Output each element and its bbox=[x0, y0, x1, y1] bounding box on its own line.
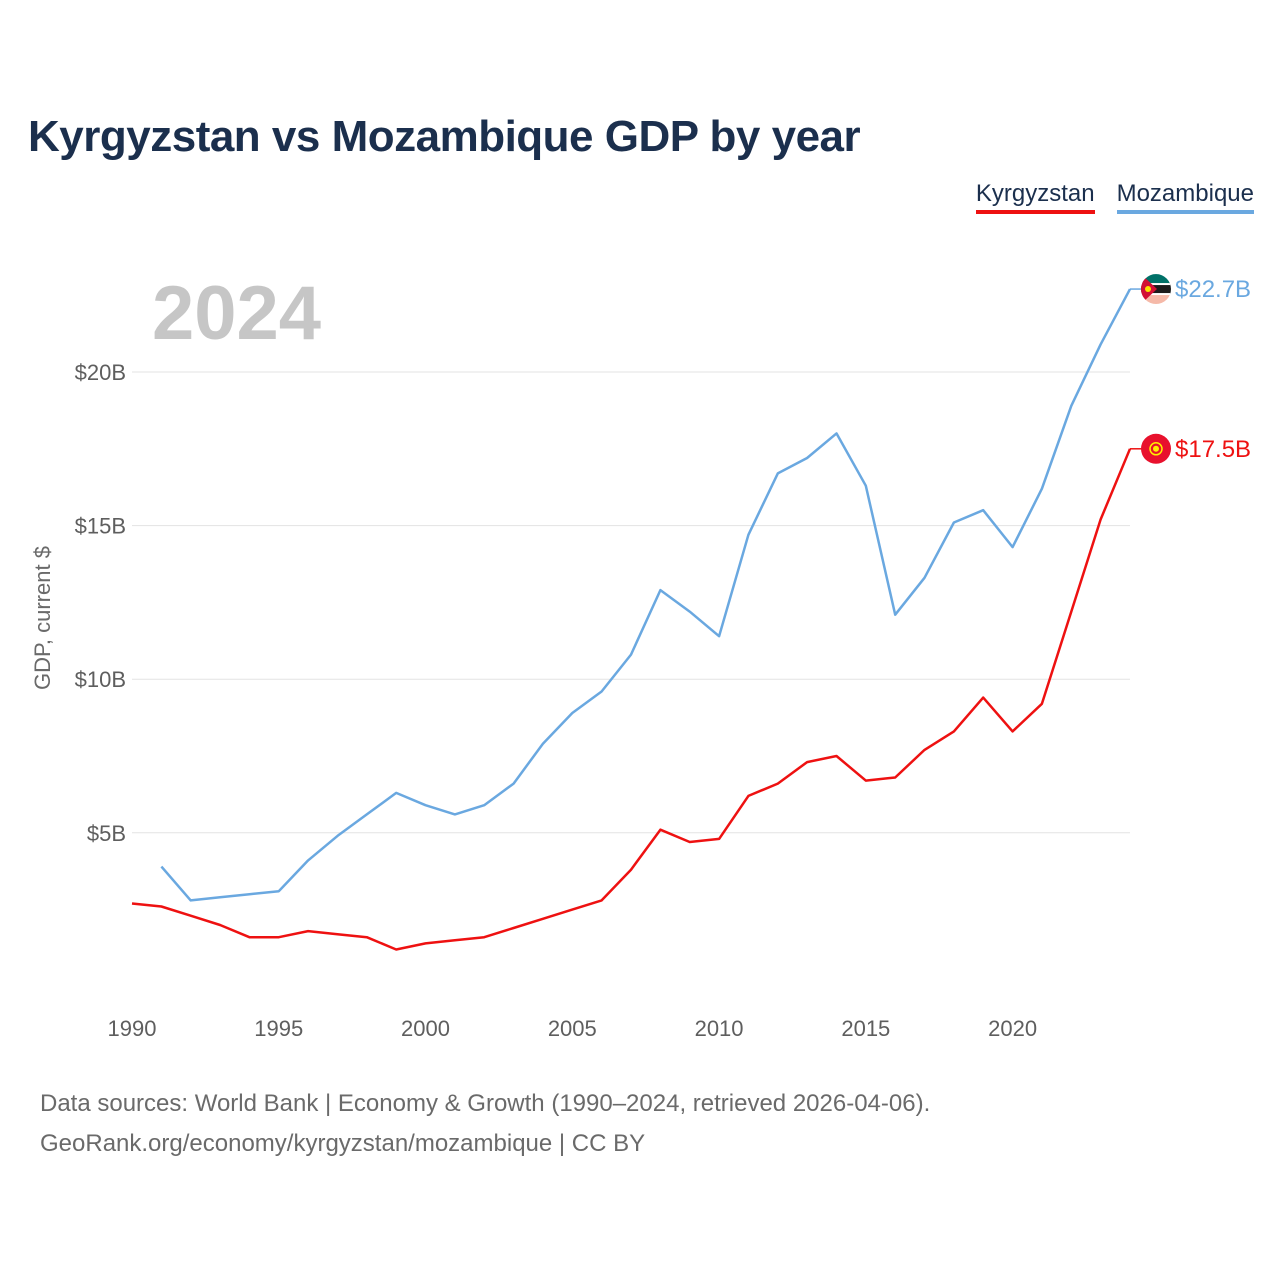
footer: Data sources: World Bank | Economy & Gro… bbox=[40, 1084, 930, 1164]
x-tick-label: 2000 bbox=[401, 1016, 450, 1041]
data-point-kyrgyzstan[interactable] bbox=[1069, 610, 1073, 614]
y-tick-label: $5B bbox=[87, 821, 126, 846]
data-point-kyrgyzstan[interactable] bbox=[776, 782, 780, 786]
data-point-kyrgyzstan[interactable] bbox=[923, 748, 927, 752]
data-point-kyrgyzstan[interactable] bbox=[600, 898, 604, 902]
data-point-mozambique[interactable] bbox=[570, 711, 574, 715]
data-point-mozambique[interactable] bbox=[541, 742, 545, 746]
data-point-kyrgyzstan[interactable] bbox=[717, 837, 721, 841]
data-point-mozambique[interactable] bbox=[365, 812, 369, 816]
data-point-kyrgyzstan[interactable] bbox=[159, 905, 163, 909]
data-point-kyrgyzstan[interactable] bbox=[893, 776, 897, 780]
data-point-mozambique[interactable] bbox=[336, 834, 340, 838]
data-point-kyrgyzstan[interactable] bbox=[394, 948, 398, 952]
y-axis: $5B $10B $15B $20B bbox=[75, 360, 126, 846]
legend-item-kyrgyzstan[interactable]: Kyrgyzstan bbox=[975, 180, 1095, 214]
data-point-mozambique[interactable] bbox=[277, 889, 281, 893]
data-point-mozambique[interactable] bbox=[864, 484, 868, 488]
legend: Kyrgyzstan Mozambique bbox=[975, 180, 1254, 214]
data-point-mozambique[interactable] bbox=[600, 690, 604, 694]
data-point-mozambique[interactable] bbox=[159, 865, 163, 869]
x-tick-label: 2015 bbox=[841, 1016, 890, 1041]
data-point-mozambique[interactable] bbox=[952, 521, 956, 525]
data-point-kyrgyzstan[interactable] bbox=[277, 935, 281, 939]
data-point-kyrgyzstan[interactable] bbox=[688, 840, 692, 844]
data-point-mozambique[interactable] bbox=[717, 634, 721, 638]
data-point-mozambique[interactable] bbox=[981, 508, 985, 512]
data-point-kyrgyzstan[interactable] bbox=[306, 929, 310, 933]
data-point-mozambique[interactable] bbox=[1011, 545, 1015, 549]
data-point-mozambique[interactable] bbox=[394, 791, 398, 795]
series-layer bbox=[130, 288, 1132, 952]
kyrgyzstan-flag-icon bbox=[1141, 433, 1171, 464]
data-point-mozambique[interactable] bbox=[1069, 404, 1073, 408]
y-axis-title: GDP, current $ bbox=[30, 546, 55, 690]
data-point-mozambique[interactable] bbox=[805, 456, 809, 460]
data-point-kyrgyzstan[interactable] bbox=[658, 828, 662, 832]
data-point-mozambique[interactable] bbox=[453, 812, 457, 816]
data-point-mozambique[interactable] bbox=[189, 898, 193, 902]
data-point-kyrgyzstan[interactable] bbox=[629, 868, 633, 872]
source-note: Data sources: World Bank | Economy & Gro… bbox=[40, 1090, 931, 1117]
data-point-mozambique[interactable] bbox=[218, 895, 222, 899]
data-point-kyrgyzstan[interactable] bbox=[482, 935, 486, 939]
data-point-kyrgyzstan[interactable] bbox=[981, 696, 985, 700]
data-point-mozambique[interactable] bbox=[482, 803, 486, 807]
data-point-mozambique[interactable] bbox=[424, 803, 428, 807]
data-point-kyrgyzstan[interactable] bbox=[570, 908, 574, 912]
mozambique-flag-icon bbox=[1141, 274, 1171, 305]
data-point-kyrgyzstan[interactable] bbox=[952, 729, 956, 733]
x-tick-label: 1990 bbox=[108, 1016, 157, 1041]
x-tick-label: 2010 bbox=[695, 1016, 744, 1041]
data-point-kyrgyzstan[interactable] bbox=[218, 923, 222, 927]
data-point-mozambique[interactable] bbox=[629, 653, 633, 657]
data-point-kyrgyzstan[interactable] bbox=[336, 932, 340, 936]
data-point-kyrgyzstan[interactable] bbox=[247, 935, 251, 939]
y-tick-label: $15B bbox=[75, 514, 126, 539]
series-line-mozambique[interactable] bbox=[160, 288, 1132, 902]
end-labels: $17.5B $22.7B bbox=[1130, 274, 1251, 464]
gridlines bbox=[132, 371, 1130, 834]
data-point-kyrgyzstan[interactable] bbox=[864, 779, 868, 783]
data-point-kyrgyzstan[interactable] bbox=[365, 935, 369, 939]
data-point-kyrgyzstan[interactable] bbox=[835, 754, 839, 758]
series-line-kyrgyzstan[interactable] bbox=[131, 448, 1132, 951]
data-point-kyrgyzstan[interactable] bbox=[541, 917, 545, 921]
y-tick-label: $20B bbox=[75, 360, 126, 385]
data-point-mozambique[interactable] bbox=[746, 533, 750, 537]
data-point-mozambique[interactable] bbox=[893, 613, 897, 617]
data-point-kyrgyzstan[interactable] bbox=[1099, 518, 1103, 522]
data-point-mozambique[interactable] bbox=[658, 588, 662, 592]
x-tick-label: 1995 bbox=[254, 1016, 303, 1041]
data-point-kyrgyzstan[interactable] bbox=[1040, 702, 1044, 706]
data-point-kyrgyzstan[interactable] bbox=[453, 938, 457, 942]
x-tick-label: 2020 bbox=[988, 1016, 1037, 1041]
data-point-mozambique[interactable] bbox=[688, 610, 692, 614]
data-point-kyrgyzstan[interactable] bbox=[746, 794, 750, 798]
data-point-kyrgyzstan[interactable] bbox=[512, 926, 516, 930]
data-point-kyrgyzstan[interactable] bbox=[805, 760, 809, 764]
data-point-mozambique[interactable] bbox=[306, 858, 310, 862]
data-point-mozambique[interactable] bbox=[247, 892, 251, 896]
data-point-mozambique[interactable] bbox=[776, 471, 780, 475]
source-url[interactable]: GeoRank.org/economy/kyrgyzstan/mozambiqu… bbox=[40, 1130, 646, 1157]
data-point-mozambique[interactable] bbox=[1099, 342, 1103, 346]
data-point-kyrgyzstan[interactable] bbox=[130, 902, 134, 906]
y-tick-label: $10B bbox=[75, 667, 126, 692]
data-point-mozambique[interactable] bbox=[923, 576, 927, 580]
data-point-kyrgyzstan[interactable] bbox=[1011, 729, 1015, 733]
chart-title: Kyrgyzstan vs Mozambique GDP by year bbox=[28, 112, 861, 161]
data-point-mozambique[interactable] bbox=[835, 431, 839, 435]
end-value-label-mozambique: $22.7B bbox=[1175, 276, 1251, 303]
x-tick-label: 2005 bbox=[548, 1016, 597, 1041]
end-value-label-kyrgyzstan: $17.5B bbox=[1175, 436, 1251, 463]
highlight-year-label: 2024 bbox=[152, 271, 321, 356]
data-point-mozambique[interactable] bbox=[512, 782, 516, 786]
x-axis: 1990 1995 2000 2005 2010 2015 2020 bbox=[108, 1016, 1038, 1041]
legend-item-mozambique[interactable]: Mozambique bbox=[1116, 180, 1254, 214]
data-point-mozambique[interactable] bbox=[1040, 487, 1044, 491]
data-point-kyrgyzstan[interactable] bbox=[424, 941, 428, 945]
data-point-kyrgyzstan[interactable] bbox=[189, 914, 193, 918]
